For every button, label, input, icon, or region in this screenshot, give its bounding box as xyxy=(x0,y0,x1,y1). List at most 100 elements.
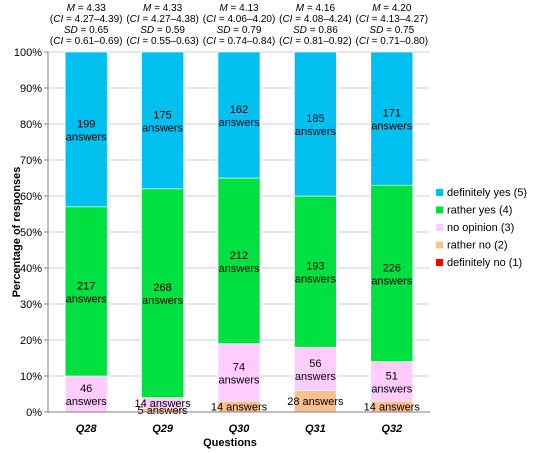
stat-line: M = 4.33 xyxy=(143,3,183,14)
y-tick-label: 20% xyxy=(20,335,42,347)
data-label: 56 xyxy=(309,358,321,370)
data-label: 162 xyxy=(230,104,248,116)
data-label: answers xyxy=(66,396,107,408)
data-label: 46 xyxy=(80,383,92,395)
bar-segment xyxy=(217,177,261,344)
stat-line: SD = 0.59 xyxy=(140,25,185,36)
bar-segment xyxy=(141,51,184,190)
data-label: answers xyxy=(142,295,183,307)
stat-line: (CI = 0.55–0.63) xyxy=(126,36,199,47)
legend-entry: rather yes (4) xyxy=(447,205,512,217)
stat-line: (CI = 0.71–0.80) xyxy=(356,36,429,47)
stat-line: (CI = 0.61–0.69) xyxy=(50,36,123,47)
data-label: 185 xyxy=(306,113,324,125)
data-label: 14 answers xyxy=(364,402,421,414)
legend-swatch xyxy=(436,224,443,231)
bar-segment xyxy=(294,51,337,197)
y-tick-label: 50% xyxy=(20,227,42,239)
stat-line: M = 4.16 xyxy=(296,3,336,14)
y-tick-label: 80% xyxy=(20,119,42,131)
y-tick-label: 90% xyxy=(20,83,42,95)
bar-segment xyxy=(217,51,261,179)
data-label: answers xyxy=(295,274,336,286)
bar-segment xyxy=(217,343,261,402)
data-label: 51 xyxy=(386,370,398,382)
y-tick-label: 10% xyxy=(20,371,42,383)
data-label: answers xyxy=(219,374,260,386)
stat-line: (CI = 0.74–0.84) xyxy=(203,36,276,47)
legend: definitely yes (5) rather yes (4) no opini… xyxy=(436,187,527,269)
x-tick-label: Q31 xyxy=(305,423,326,435)
x-tick-label: Q30 xyxy=(229,423,251,435)
stat-line: (CI = 0.81–0.92) xyxy=(279,36,352,47)
data-label: 14 answers xyxy=(211,402,268,414)
x-tick-label: Q29 xyxy=(152,423,174,435)
stat-line: SD = 0.75 xyxy=(369,25,414,36)
legend-swatch xyxy=(436,189,443,196)
legend-swatch xyxy=(436,259,443,266)
data-label: 171 xyxy=(383,108,401,120)
data-label: 74 xyxy=(233,361,245,373)
data-label: 226 xyxy=(383,262,401,274)
bar-segment xyxy=(370,361,414,402)
data-label: 212 xyxy=(230,250,248,262)
y-tick-label: 100% xyxy=(14,47,42,59)
stat-line: M = 4.20 xyxy=(372,3,412,14)
data-label: answers xyxy=(142,122,183,134)
data-label: answers xyxy=(219,263,260,275)
bar-segment xyxy=(64,375,108,413)
legend-entry: definitely yes (5) xyxy=(447,187,527,199)
x-tick-label: Q28 xyxy=(76,423,98,435)
stat-line: (CI = 4.13–4.27) xyxy=(356,14,429,25)
data-label: 5 answers xyxy=(138,405,189,417)
bar-segment xyxy=(64,206,108,377)
stat-line: (CI = 4.27–4.39) xyxy=(50,14,123,25)
data-label: 175 xyxy=(153,109,171,121)
data-label: 28 answers xyxy=(287,396,344,408)
data-label: answers xyxy=(371,383,412,395)
stat-line: SD = 0.86 xyxy=(293,25,338,36)
y-tick-label: 30% xyxy=(20,299,42,311)
stat-line: SD = 0.65 xyxy=(64,25,109,36)
stat-line: SD = 0.79 xyxy=(217,25,262,36)
y-tick-label: 40% xyxy=(20,263,42,275)
y-tick-label: 70% xyxy=(20,155,42,167)
stat-line: M = 4.33 xyxy=(67,3,107,14)
data-label: answers xyxy=(66,131,107,143)
stat-line: (CI = 4.08–4.24) xyxy=(279,14,352,25)
data-label: answers xyxy=(66,293,107,305)
data-label: answers xyxy=(295,126,336,138)
bars xyxy=(64,51,414,413)
data-label: 193 xyxy=(306,261,324,273)
legend-entry: no opinion (3) xyxy=(447,222,514,234)
stat-line: (CI = 4.27–4.38) xyxy=(126,14,199,25)
legend-swatch xyxy=(436,241,443,249)
bar-segment xyxy=(370,51,414,186)
bar-segment xyxy=(64,51,108,208)
stat-line: M = 4.13 xyxy=(219,3,259,14)
bar-segment xyxy=(141,188,184,398)
y-tick-label: 60% xyxy=(20,191,42,203)
bar-segment xyxy=(294,346,337,391)
data-label: 268 xyxy=(153,282,171,294)
data-label: answers xyxy=(371,275,412,287)
legend-entry: definitely no (1) xyxy=(447,257,522,269)
legend-swatch xyxy=(436,206,443,214)
x-axis-title: Questions xyxy=(203,437,257,449)
data-label: 14 answers xyxy=(134,398,191,410)
x-tick-label: Q32 xyxy=(381,423,402,435)
legend-entry: rather no (2) xyxy=(447,240,508,252)
bar-segment xyxy=(370,184,414,362)
data-label: 199 xyxy=(77,118,95,130)
bar-segment xyxy=(294,195,337,348)
y-tick-label: 0% xyxy=(26,407,42,419)
y-axis-title: Percentage of responses xyxy=(11,167,23,298)
data-label: 217 xyxy=(77,280,95,292)
axes: 0% 10% 20% 30% 40% 50% 60% 70% 80% 90% 100% Q28 Q29 Q… xyxy=(14,47,430,435)
data-label: answers xyxy=(219,117,260,129)
data-label: answers xyxy=(371,121,412,133)
stat-line: (CI = 4.06–4.20) xyxy=(203,14,276,25)
stat-annotations: M = 4.33(CI = 4.27–4.39)SD = 0.65(CI = 0… xyxy=(50,3,428,47)
